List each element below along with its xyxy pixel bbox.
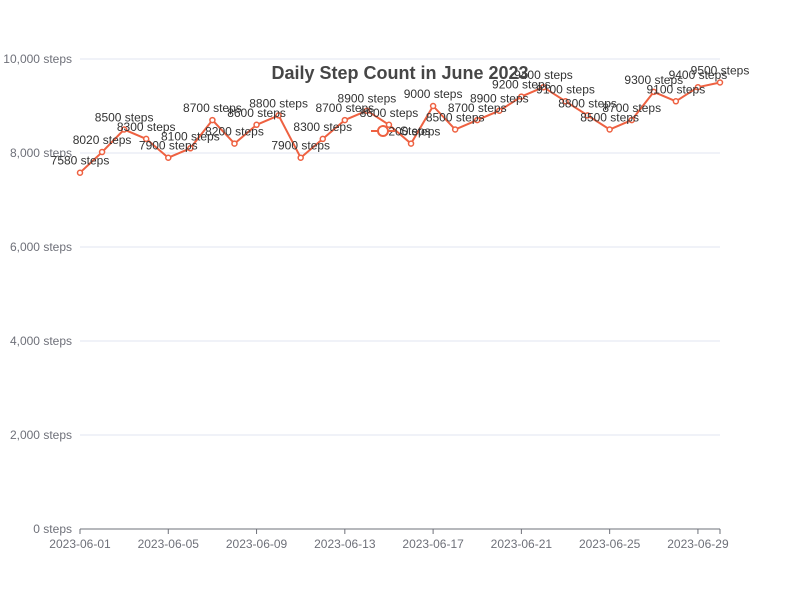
data-point[interactable] (363, 107, 371, 114)
data-point[interactable] (584, 112, 591, 119)
data-point[interactable] (120, 126, 128, 133)
data-label: 9000 steps (404, 87, 463, 101)
data-label: 8700 steps (315, 101, 374, 115)
series-line-group (79, 81, 721, 174)
data-label: 8100 steps (161, 129, 220, 143)
series-line-steps (79, 81, 721, 174)
x-tick-label: 2023-06-05 (138, 537, 200, 551)
y-tick-label: 8,000 steps (10, 146, 72, 160)
data-label: 8900 steps (470, 92, 529, 106)
data-label: 8500 steps (426, 111, 485, 125)
data-point[interactable] (319, 135, 327, 143)
data-label: 9100 steps (647, 82, 706, 96)
data-point[interactable] (98, 148, 106, 156)
data-point[interactable] (187, 145, 194, 152)
y-axis-tick-labels: 0 steps 2,000 steps 4,000 steps 6,000 steps… (3, 52, 72, 536)
data-point[interactable] (429, 102, 437, 110)
data-point[interactable] (297, 154, 304, 161)
data-point[interactable] (76, 169, 84, 176)
data-label: 7900 steps (139, 139, 198, 153)
x-tick-label: 2023-06-09 (226, 537, 288, 551)
data-label: 8700 steps (602, 101, 661, 115)
data-label: 9100 steps (536, 82, 595, 96)
data-label: 9200 steps (492, 78, 551, 92)
data-point[interactable] (253, 121, 260, 129)
data-point[interactable] (496, 107, 503, 114)
y-tick-label: 6,000 steps (10, 240, 72, 254)
y-tick-label: 0 steps (33, 522, 72, 536)
data-point[interactable] (473, 116, 481, 124)
data-label: 9400 steps (669, 68, 728, 82)
data-point[interactable] (385, 121, 393, 129)
data-point[interactable] (209, 116, 216, 124)
data-label: 8600 steps (227, 106, 286, 120)
x-tick-label: 2023-06-21 (491, 537, 553, 551)
data-point[interactable] (606, 126, 613, 133)
y-tick-label: 10,000 steps (3, 52, 72, 66)
data-point[interactable] (341, 116, 349, 124)
data-label: 8600 steps (360, 106, 419, 120)
data-point[interactable] (650, 88, 658, 96)
x-tick-label: 2023-06-01 (49, 537, 111, 551)
data-point[interactable] (694, 83, 702, 91)
data-label: 9400 steps (514, 68, 573, 82)
data-label: 8200 steps (205, 125, 264, 139)
data-label: 8900 steps (338, 92, 397, 106)
data-label: 9500 steps (691, 64, 750, 78)
data-label: 7900 steps (271, 139, 330, 153)
x-axis (79, 528, 721, 534)
x-axis-tick-labels: 2023-06-01 2023-06-05 2023-06-09 2023-06-13… (49, 537, 729, 551)
data-label: 8700 steps (448, 101, 507, 115)
x-tick-label: 2023-06-17 (402, 537, 464, 551)
x-tick-label: 2023-06-29 (667, 537, 729, 551)
data-label: 8800 steps (249, 96, 308, 110)
grid-lines (80, 58, 720, 436)
legend[interactable]: Steps (371, 124, 431, 138)
x-tick-label: 2023-06-13 (314, 537, 376, 551)
data-point[interactable] (142, 135, 150, 143)
data-label: 8700 steps (183, 101, 242, 115)
x-tick-label: 2023-06-25 (579, 537, 641, 551)
y-tick-label: 4,000 steps (10, 334, 72, 348)
data-point[interactable] (562, 98, 569, 105)
y-tick-label: 2,000 steps (10, 428, 72, 442)
data-label: 8020 steps (73, 133, 132, 147)
chart-title: Daily Step Count in June 2023 (271, 63, 528, 83)
data-point[interactable] (518, 93, 525, 100)
data-point[interactable] (628, 116, 635, 124)
legend-marker-icon (377, 125, 389, 137)
data-label: 8200 steps (382, 125, 441, 139)
data-point[interactable] (407, 140, 415, 147)
data-point[interactable] (451, 126, 459, 133)
data-label: 8300 steps (293, 120, 352, 134)
data-point[interactable] (716, 79, 724, 86)
data-point[interactable] (275, 112, 282, 119)
data-label: 8300 steps (117, 120, 176, 134)
data-point[interactable] (540, 83, 547, 91)
data-point[interactable] (231, 140, 238, 147)
data-points (76, 79, 724, 176)
data-point[interactable] (165, 154, 172, 161)
data-label: 8500 steps (95, 111, 154, 125)
data-label: 7580 steps (51, 154, 110, 168)
data-label: 8800 steps (558, 96, 617, 110)
data-label: 9300 steps (624, 73, 683, 87)
data-label: 8500 steps (580, 111, 639, 125)
legend-label: Steps (400, 124, 431, 138)
data-point[interactable] (672, 98, 680, 105)
